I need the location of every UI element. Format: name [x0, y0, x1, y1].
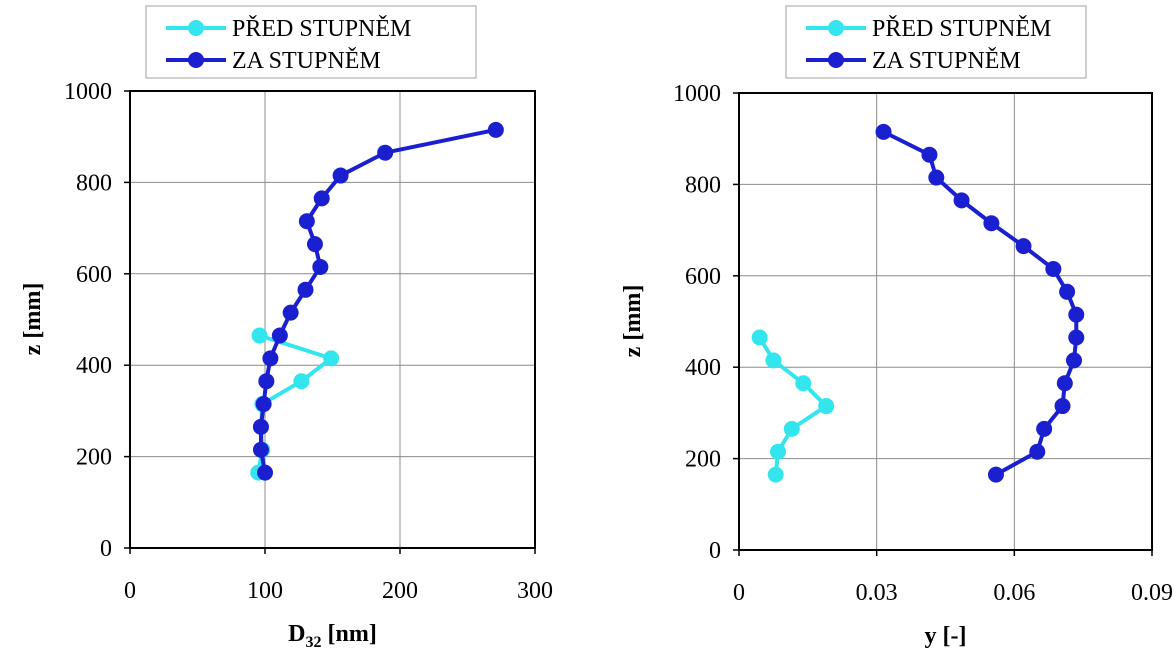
left-series-za-point: [282, 304, 299, 321]
left-y-tick-label: 600: [76, 262, 112, 288]
left-series-za-point: [298, 213, 315, 230]
right-series-za-point: [928, 169, 945, 186]
right-series-za-point: [987, 466, 1004, 483]
left-x-axis-label-unit: [nm]: [322, 621, 377, 647]
left-legend-item-pred-swatch-marker: [188, 20, 204, 36]
right-legend-item-pred-swatch-marker: [828, 20, 844, 36]
right-series-pred-point: [818, 398, 835, 415]
right-y-tick-label: 600: [685, 264, 721, 290]
left-x-axis-label: D32 [nm]: [288, 621, 377, 651]
right-series-za-point: [1029, 443, 1046, 460]
right-series-pred-point: [765, 352, 782, 369]
left-series-za-point: [271, 327, 288, 344]
left-y-tick-label: 400: [76, 353, 112, 379]
left-x-tick-label: 100: [247, 578, 283, 604]
left-series-pred-point: [323, 350, 340, 367]
right-legend-item-pred-label: PŘED STUPNĚM: [872, 16, 1051, 42]
left-series-za-point: [487, 121, 504, 138]
left-series-za-point: [257, 464, 273, 481]
right-plot-frame: [738, 92, 1153, 551]
right-y-tick-label: 800: [685, 172, 721, 198]
left-legend-item-za: ZA STUPNĚM: [166, 48, 381, 74]
left-series-za-point: [252, 441, 269, 458]
right-legend: PŘED STUPNĚM ZA STUPNĚM: [785, 5, 1087, 79]
right-series-za: [875, 123, 1085, 483]
left-legend-item-za-label: ZA STUPNĚM: [232, 48, 381, 74]
right-series-za-point: [1045, 260, 1062, 277]
left-y-tick-label: 200: [76, 445, 112, 471]
left-x-tick-label: 200: [382, 578, 418, 604]
right-series-za-point: [875, 123, 892, 140]
left-series-za-point: [262, 350, 279, 367]
right-series-za-line: [882, 130, 1079, 477]
right-series-za-point: [1054, 398, 1071, 415]
left-x-tick-label: 0: [124, 578, 136, 604]
left-legend: PŘED STUPNĚM ZA STUPNĚM: [145, 5, 477, 79]
right-legend-item-za: ZA STUPNĚM: [806, 48, 1021, 74]
right-x-axis-label: y [-]: [925, 623, 967, 649]
left-series-za-point: [306, 236, 323, 253]
right-y-tick-label: 400: [685, 355, 721, 381]
left-y-axis-label: z [mm]: [20, 283, 46, 356]
left-legend-item-za-swatch-marker: [188, 52, 204, 68]
right-series-za-point: [1015, 238, 1032, 255]
right-series-pred-point: [795, 375, 812, 392]
right-series-pred: [751, 329, 835, 483]
left-x-tick-label: 300: [517, 578, 553, 604]
right-x-tick-label: 0.06: [993, 580, 1035, 606]
right-series-za-point: [1059, 283, 1076, 300]
right-legend-item-za-swatch-marker: [828, 52, 844, 68]
right-series-za-point: [1068, 306, 1085, 323]
right-series-za-point: [1065, 352, 1082, 369]
right-y-tick-label: 0: [709, 538, 721, 564]
right-y-tick-label: 200: [685, 447, 721, 473]
left-series-za: [252, 121, 504, 481]
left-plot-frame: [129, 90, 536, 549]
left-series-za-point: [313, 190, 330, 207]
left-series-za-point: [377, 144, 394, 161]
left-x-axis-label-main: D: [288, 621, 305, 647]
left-y-tick-label: 800: [76, 170, 112, 196]
left-series-za-point: [297, 281, 314, 298]
right-legend-item-za-label: ZA STUPNĚM: [872, 48, 1021, 74]
right-series-za-point: [921, 146, 938, 163]
left-series-za-point: [252, 418, 269, 435]
right-series-za-point: [983, 215, 1000, 232]
right-y-axis-label: z [mm]: [620, 285, 646, 358]
left-legend-item-pred-label: PŘED STUPNĚM: [232, 16, 411, 42]
left-series-pred-point: [293, 373, 310, 390]
chart-d32-vs-z: 0 100 200 300 0 200 400 600 800 1000 z [mm] D32 [nm…: [20, 5, 553, 651]
left-legend-item-pred: PŘED STUPNĚM: [166, 16, 411, 42]
right-series-za-point: [953, 192, 970, 209]
left-series-pred-point: [251, 327, 268, 344]
left-series-za-point: [312, 258, 329, 275]
right-series-za-point: [1056, 375, 1073, 392]
right-y-tick-label: 1000: [673, 81, 721, 107]
right-x-tick-label: 0: [733, 580, 745, 606]
right-legend-item-pred: PŘED STUPNĚM: [806, 16, 1051, 42]
right-series-za-point: [1068, 329, 1085, 346]
right-series-pred-point: [751, 329, 768, 346]
left-y-tick-label: 0: [100, 536, 112, 562]
left-series-za-point: [332, 167, 349, 184]
left-y-tick-label: 1000: [64, 79, 112, 105]
left-series-za-point: [255, 396, 272, 413]
left-x-axis-label-subscript: 32: [306, 634, 322, 651]
right-x-tick-label: 0.03: [856, 580, 898, 606]
right-x-tick-label: 0.09: [1131, 580, 1173, 606]
right-series-pred-point: [783, 420, 800, 437]
left-series-za-line: [258, 127, 497, 473]
right-series-pred-point: [767, 466, 784, 483]
right-series-za-point: [1036, 420, 1053, 437]
right-series-pred-point: [770, 443, 787, 460]
left-series-za-point: [258, 373, 275, 390]
chart-y-vs-z: 0 0.03 0.06 0.09 0 200 400 600 800 1000 z [mm] y [-…: [620, 5, 1173, 649]
